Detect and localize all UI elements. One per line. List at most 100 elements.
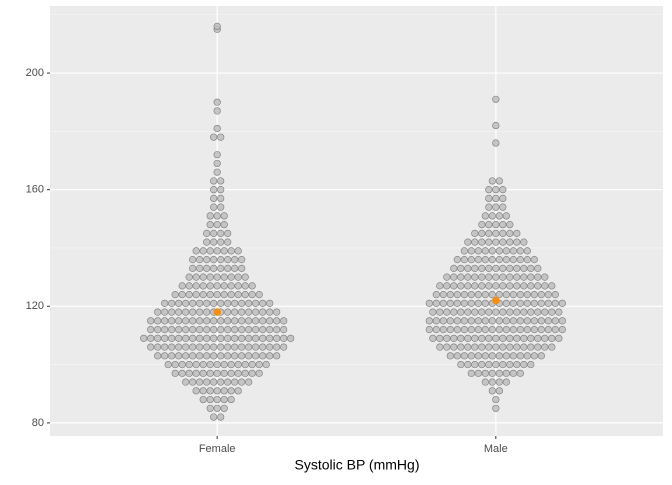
dot <box>506 273 514 281</box>
dot <box>516 256 524 264</box>
dot <box>457 308 465 316</box>
dot <box>175 308 183 316</box>
dot <box>248 282 256 290</box>
dot <box>499 194 507 203</box>
dot <box>506 343 514 351</box>
dot <box>558 299 566 307</box>
dot <box>436 343 444 351</box>
dot <box>453 352 461 360</box>
dot <box>453 325 461 334</box>
dot <box>555 334 563 342</box>
dot <box>478 221 486 229</box>
dot <box>248 369 256 377</box>
dot <box>425 325 433 334</box>
dot <box>273 308 281 316</box>
axes: 80 120 160 200 Female Male <box>26 67 508 455</box>
dot <box>224 299 232 307</box>
dot <box>266 308 274 316</box>
dot <box>513 238 521 246</box>
dot <box>178 291 186 299</box>
dot <box>527 282 535 290</box>
dot <box>429 308 437 316</box>
dot <box>210 343 218 351</box>
dot <box>161 299 169 307</box>
dot <box>446 352 454 360</box>
dot <box>213 404 221 412</box>
dot <box>551 299 559 307</box>
dot <box>224 256 232 264</box>
dot <box>234 273 242 281</box>
dot <box>168 317 176 325</box>
dot <box>280 325 288 334</box>
dot <box>266 334 274 342</box>
dot <box>220 247 228 255</box>
dot <box>495 317 503 325</box>
dot <box>499 229 507 237</box>
dot <box>189 343 197 351</box>
dot <box>474 352 482 360</box>
dot <box>499 203 507 211</box>
dot <box>161 334 169 342</box>
dot <box>488 378 496 386</box>
dot <box>245 343 253 351</box>
dot <box>492 308 500 316</box>
dot <box>495 212 503 220</box>
dot <box>537 299 545 307</box>
dot <box>495 378 503 386</box>
dot <box>182 343 190 351</box>
dot <box>495 369 503 377</box>
dot <box>203 325 211 334</box>
dot <box>548 282 556 290</box>
dot <box>252 325 260 334</box>
dot <box>238 343 246 351</box>
dot <box>450 264 458 272</box>
dot <box>492 395 500 404</box>
dot <box>210 203 218 211</box>
dot <box>443 308 451 316</box>
dot <box>478 238 486 246</box>
dot <box>485 186 493 194</box>
dot <box>471 264 479 272</box>
dot <box>513 282 521 290</box>
dot <box>464 238 472 246</box>
dot <box>185 360 193 369</box>
dot <box>502 299 510 307</box>
dot <box>488 369 496 377</box>
dot <box>474 299 482 307</box>
dot <box>544 291 552 299</box>
dot <box>234 369 242 377</box>
dot <box>492 229 500 237</box>
dot <box>471 334 479 342</box>
dot <box>245 325 253 334</box>
dot <box>199 369 207 377</box>
dot <box>548 343 556 351</box>
dot <box>255 360 263 369</box>
dot <box>478 282 486 290</box>
dot <box>502 317 510 325</box>
dot <box>252 334 260 342</box>
dot <box>481 256 489 264</box>
dot <box>206 282 214 290</box>
dot <box>238 325 246 334</box>
dot <box>199 282 207 290</box>
dot <box>453 317 461 325</box>
dot <box>450 273 458 281</box>
dot <box>516 317 524 325</box>
dot <box>432 299 440 307</box>
dot <box>471 229 479 237</box>
dot <box>450 334 458 342</box>
dot <box>231 352 239 360</box>
dot <box>231 256 239 264</box>
dot <box>161 325 169 334</box>
dot <box>231 378 239 386</box>
dot <box>231 264 239 272</box>
dot <box>485 238 493 246</box>
dot <box>259 299 267 307</box>
dot <box>485 264 493 272</box>
dot <box>443 334 451 342</box>
dot <box>227 247 235 255</box>
dot <box>234 247 242 255</box>
dot <box>509 352 517 360</box>
dot <box>213 107 221 115</box>
dot <box>457 264 465 272</box>
